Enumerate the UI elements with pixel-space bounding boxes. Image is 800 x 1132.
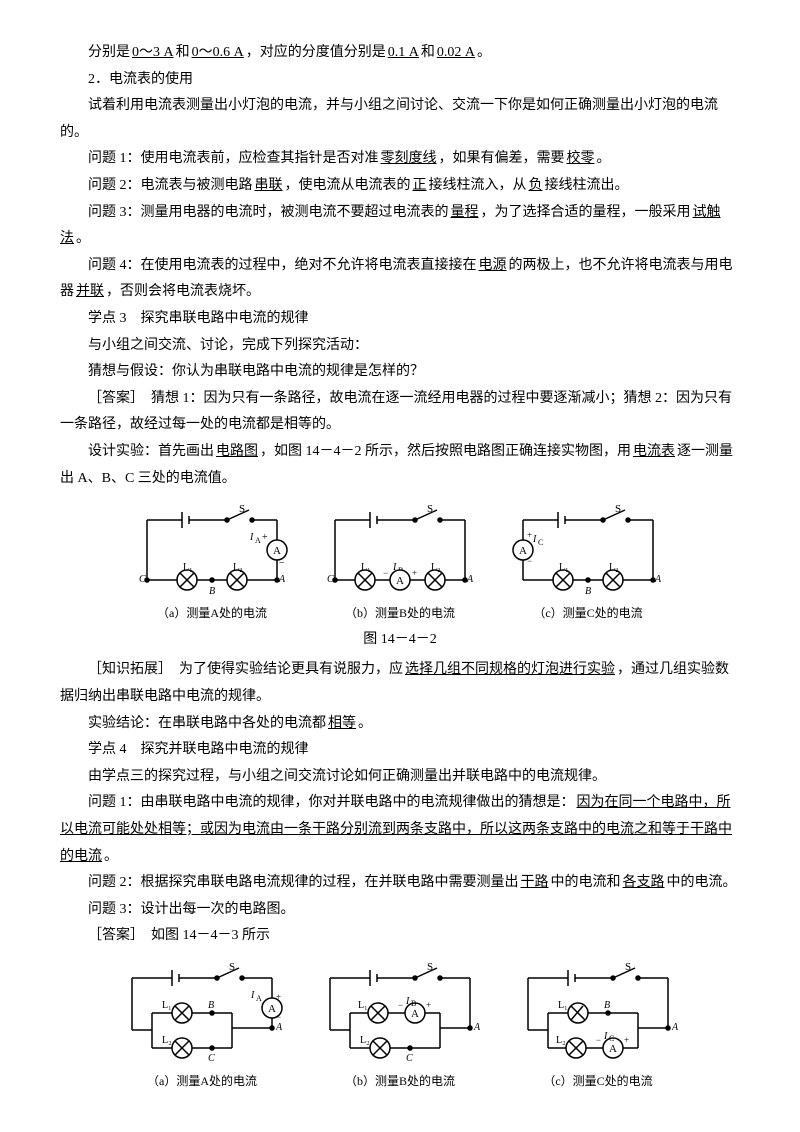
xd4-q2: 问题 2：根据探究串联电路电流规律的过程，在并联电路中需要测量出干路中的电流和各… [60,870,740,897]
circuit-parallel-a: S I A + A − A L₁ B L₂ C （a）测量A处 [112,958,292,1093]
svg-text:L₁: L₁ [162,1000,172,1011]
svg-text:A: A [396,575,404,587]
figure-14-4-2: S I A + A − A L₂ B L₁ C （a）测量A处的电流 [60,500,740,625]
svg-text:I: I [250,990,255,1001]
svg-text:B: B [209,586,215,597]
svg-text:A: A [273,545,281,557]
svg-text:−: − [398,1000,403,1010]
svg-text:A: A [255,536,261,545]
fig3-label-c: （c）测量C处的电流 [508,1070,688,1093]
section-2-title: 2．电流表的使用 [60,67,740,94]
fig2-label-a: （a）测量A处的电流 [127,602,297,625]
svg-text:S: S [239,503,245,515]
svg-text:L₁: L₁ [558,1000,568,1011]
svg-text:A: A [473,1022,481,1033]
conclusion: 实验结论：在串联电路中各处的电流都相等。 [60,711,740,738]
svg-text:−: − [527,556,532,566]
svg-text:A: A [466,574,474,585]
svg-text:L₁: L₁ [358,1000,368,1011]
svg-text:L₁: L₁ [183,562,193,573]
svg-text:S: S [615,503,621,515]
circuit-parallel-c: S A L₁ B + A I C − L₂ （c）测量C处的电流 [508,958,688,1093]
svg-text:L₂: L₂ [556,1035,566,1046]
svg-text:A: A [654,574,662,585]
svg-text:A: A [268,1003,276,1015]
svg-text:A: A [275,1022,283,1033]
svg-text:B: B [585,586,591,597]
circuit-series-b: S A L₂ + I B A − L₁ C （b）测量B处的电流 [315,500,485,625]
fig3-label-b: （b）测量B处的电流 [310,1070,490,1093]
svg-text:−: − [596,1035,601,1045]
knowledge-expand: ［知识拓展］ 为了使得实验结论更具有说服力，应选择几组不同规格的灯泡进行实验，通… [60,657,740,710]
svg-text:A: A [519,545,527,557]
svg-text:C: C [139,574,146,585]
fig2-label-c: （c）测量C处的电流 [503,602,673,625]
fig2-caption: 图 14－4－2 [60,627,740,654]
svg-text:A: A [609,1043,617,1055]
svg-text:C: C [327,574,334,585]
svg-text:C: C [538,538,543,547]
question-2: 问题 2：电流表与被测电路串联，使电流从电流表的正接线柱流入，从负接线柱流出。 [60,173,740,200]
svg-text:B: B [208,1000,214,1011]
svg-text:L₂: L₂ [431,562,441,573]
svg-text:L₂: L₂ [609,562,619,573]
svg-text:+: + [262,532,268,543]
svg-text:−: − [279,558,285,569]
svg-text:A: A [256,994,262,1003]
section-2-p1: 试着利用电流表测量出小灯泡的电流，并与小组之间讨论、交流一下你是如何正确测量出小… [60,93,740,146]
svg-text:S: S [625,961,631,973]
xd4-answer: ［答案］ 如图 14－4－3 所示 [60,923,740,950]
svg-text:C: C [208,1053,215,1064]
svg-text:C: C [609,1034,614,1043]
circuit-series-c: S A L₂ B L₁ I C A − + （c）测量C处的电流 [503,500,673,625]
svg-text:L₂: L₂ [233,562,243,573]
svg-text:−: − [383,568,388,578]
xd3-p1: 与小组之间交流、讨论，完成下列探究活动： [60,333,740,360]
svg-text:I: I [249,532,254,543]
svg-text:C: C [406,1053,413,1064]
svg-text:S: S [229,961,235,973]
svg-text:A: A [671,1022,679,1033]
svg-text:S: S [427,961,433,973]
xd4-q1: 问题 1：由串联电路中电流的规律，你对并联电路中的电流规律做出的猜想是：因为在同… [60,790,740,870]
circuit-parallel-b: S A + A I B − L₁ L₂ C （b）测量B处的电流 [310,958,490,1093]
figure-14-4-3: S I A + A − A L₁ B L₂ C （a）测量A处 [60,958,740,1093]
svg-text:B: B [604,1000,610,1011]
xd3-design: 设计实验：首先画出电路图，如图 14－4－2 所示，然后按照电路图正确连接实物图… [60,439,740,492]
xd4-title: 学点 4 探究并联电路中电流的规律 [60,737,740,764]
xd3-answer: ［答案］ 猜想 1：因为只有一条路径，故电流在逐一流经用电器的过程中要逐渐减小；… [60,386,740,439]
xd3-title: 学点 3 探究串联电路中电流的规律 [60,306,740,333]
svg-text:+: + [426,1000,431,1010]
xd4-p1: 由学点三的探究过程，与小组之间交流讨论如何正确测量出并联电路中的电流规律。 [60,764,740,791]
question-1: 问题 1：使用电流表前，应检查其指针是否对准零刻度线，如果有偏差，需要校零。 [60,146,740,173]
svg-text:+: + [527,530,532,540]
line-ranges: 分别是0～3 A和0～0.6 A，对应的分度值分别是0.1 A和0.02 A。 [60,40,740,67]
svg-text:I: I [405,996,410,1007]
fig2-label-b: （b）测量B处的电流 [315,602,485,625]
xd4-q3: 问题 3：设计出每一次的电路图。 [60,897,740,924]
svg-text:A: A [278,574,286,585]
svg-text:L₂: L₂ [162,1035,172,1046]
circuit-series-a: S I A + A − A L₂ B L₁ C （a）测量A处的电流 [127,500,297,625]
xd3-p2: 猜想与假设：你认为串联电路中电流的规律是怎样的？ [60,359,740,386]
svg-text:+: + [624,1035,629,1045]
svg-text:B: B [411,999,416,1008]
svg-text:−: − [276,1012,281,1022]
svg-text:I: I [532,534,537,545]
fig3-label-a: （a）测量A处的电流 [112,1070,292,1093]
question-3: 问题 3：测量用电器的电流时，被测电流不要超过电流表的量程，为了选择合适的量程，… [60,200,740,253]
svg-text:I: I [603,1031,608,1042]
svg-text:S: S [427,503,433,515]
svg-text:+: + [412,568,417,578]
svg-text:L₂: L₂ [360,1035,370,1046]
svg-text:L₁: L₁ [559,562,569,573]
svg-text:L₁: L₁ [361,562,371,573]
question-4: 问题 4：在使用电流表的过程中，绝对不允许将电流表直接接在电源的两极上，也不允许… [60,253,740,306]
svg-text:A: A [411,1008,419,1020]
